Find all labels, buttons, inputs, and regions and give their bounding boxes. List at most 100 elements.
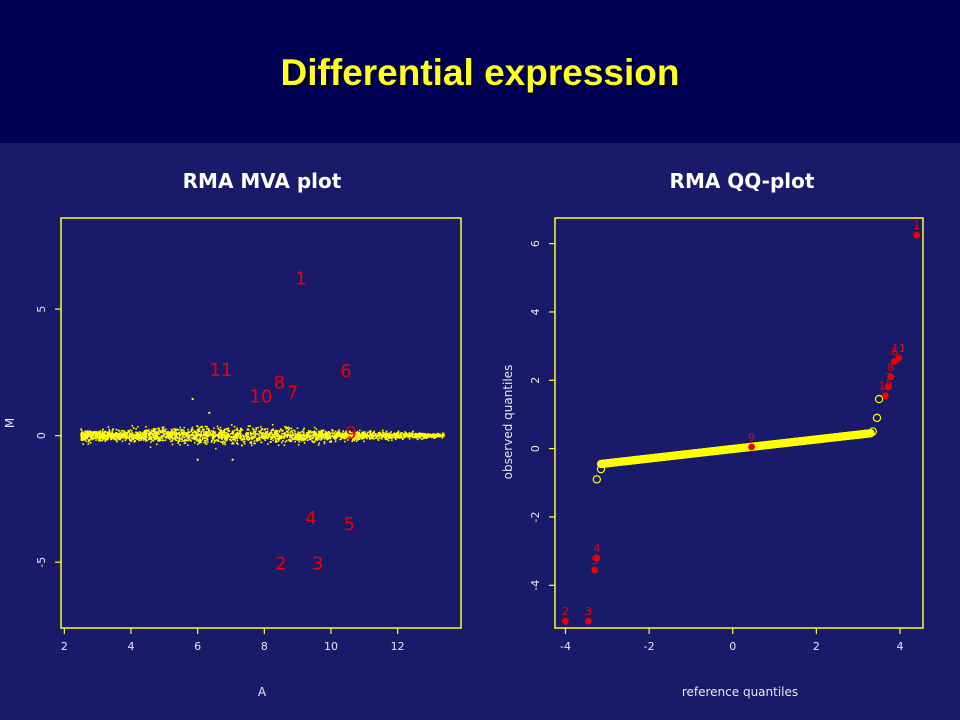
mva-cloud-point: [196, 443, 199, 446]
mva-cloud-point: [212, 433, 215, 435]
mva-cloud-point: [173, 436, 176, 439]
mva-cloud-point: [343, 437, 346, 440]
mva-cloud-point: [267, 437, 269, 440]
mva-cloud-point: [305, 437, 308, 440]
mva-cloud-point: [310, 431, 313, 434]
mva-cloud-point: [263, 435, 266, 438]
qq-y-tick-label: 4: [529, 308, 542, 315]
mva-cloud-point: [306, 439, 309, 442]
mva-cloud-point: [402, 434, 405, 437]
mva-cloud-point: [142, 439, 145, 441]
mva-cloud-point: [232, 441, 234, 444]
mva-cloud-point: [288, 440, 291, 442]
mva-cloud-point: [192, 433, 194, 436]
mva-cloud-point: [249, 441, 251, 444]
mva-cloud-point: [174, 437, 177, 440]
mva-cloud-point: [408, 432, 411, 434]
mva-cloud-point: [224, 435, 226, 438]
mva-x-tick-label: 8: [261, 640, 268, 653]
mva-cloud-point: [318, 431, 321, 434]
mva-cloud-point: [327, 431, 330, 433]
mva-cloud-point: [148, 432, 151, 435]
mva-cloud-point: [248, 438, 251, 441]
mva-cloud-point: [154, 428, 156, 430]
mva-cloud-point: [363, 440, 365, 443]
mva-cloud-point: [397, 436, 400, 439]
mva-cloud-point: [206, 437, 209, 440]
mva-cloud-point: [130, 430, 133, 432]
mva-cloud-point: [150, 429, 153, 432]
mva-cloud-point: [352, 437, 354, 440]
mva-cloud-point: [316, 434, 318, 437]
mva-cloud-point: [251, 427, 254, 430]
mva-cloud-point: [257, 426, 259, 429]
mva-cloud-point: [210, 439, 213, 442]
qq-highlight-point: [891, 358, 898, 365]
mva-cloud-point: [264, 439, 267, 441]
mva-cloud-point: [300, 431, 302, 434]
mva-cloud-point: [272, 436, 274, 438]
mva-cloud-point: [295, 436, 298, 438]
mva-cloud-point: [356, 432, 359, 435]
mva-cloud-point: [186, 437, 189, 439]
mva-cloud-point: [253, 431, 256, 434]
mva-cloud-point: [404, 431, 406, 433]
mva-cloud-point: [299, 436, 301, 439]
mva-cloud-point: [174, 428, 176, 430]
mva-cloud-point: [202, 436, 204, 439]
mva-cloud-point: [161, 426, 164, 429]
mva-cloud-point: [415, 434, 418, 437]
mva-cloud-point: [89, 431, 92, 433]
mva-labeled-point: 4: [305, 508, 316, 529]
mva-cloud-point: [94, 432, 96, 435]
mva-cloud-point: [219, 437, 221, 439]
mva-cloud-point: [102, 436, 104, 439]
mva-cloud-point: [152, 436, 155, 439]
mva-cloud-point: [186, 444, 189, 446]
mva-cloud-point: [239, 428, 242, 431]
mva-cloud-point: [260, 425, 262, 428]
mva-cloud-point: [133, 433, 135, 436]
mva-cloud-point: [361, 437, 363, 440]
mva-cloud-point: [419, 434, 422, 437]
mva-cloud-point: [154, 438, 157, 440]
mva-cloud-point: [102, 428, 104, 431]
mva-cloud-point: [171, 443, 174, 446]
mva-cloud-point: [295, 438, 298, 441]
mva-cloud-point: [156, 443, 158, 446]
mva-cloud-point: [208, 429, 211, 431]
mva-cloud-point: [399, 433, 402, 435]
mva-cloud-point: [225, 431, 227, 434]
mva-cloud-point: [222, 440, 225, 443]
mva-cloud-point: [144, 434, 147, 436]
mva-cloud-point: [111, 436, 113, 438]
mva-cloud-point: [393, 432, 396, 435]
mva-cloud-point: [270, 432, 272, 434]
mva-cloud-point: [421, 434, 424, 436]
mva-cloud-point: [424, 436, 426, 438]
mva-cloud-point: [321, 431, 324, 434]
qq-point-label: 9: [748, 431, 755, 444]
mva-cloud-point: [206, 435, 209, 437]
mva-cloud-point: [321, 435, 324, 438]
mva-cloud-point: [258, 430, 260, 433]
mva-cloud-point: [89, 433, 92, 435]
mva-cloud-point: [235, 428, 238, 431]
mva-cloud-point: [253, 442, 255, 445]
mva-cloud-point: [300, 438, 303, 440]
mva-cloud-point: [346, 436, 348, 439]
mva-cloud-point: [171, 438, 174, 441]
mva-cloud-point: [214, 432, 216, 435]
mva-labeled-point: 9: [345, 423, 356, 444]
mva-cloud-point: [80, 428, 82, 430]
mva-cloud-point: [308, 436, 310, 439]
mva-cloud-point: [424, 437, 426, 439]
mva-cloud-point: [100, 435, 102, 438]
mva-cloud-point: [157, 439, 160, 441]
qq-y-tick-label: -2: [529, 511, 542, 522]
mva-cloud-point: [127, 429, 130, 432]
mva-cloud-point: [192, 437, 194, 439]
mva-cloud-point: [212, 436, 215, 439]
mva-cloud-point: [308, 432, 311, 435]
mva-cloud-point: [260, 432, 263, 434]
